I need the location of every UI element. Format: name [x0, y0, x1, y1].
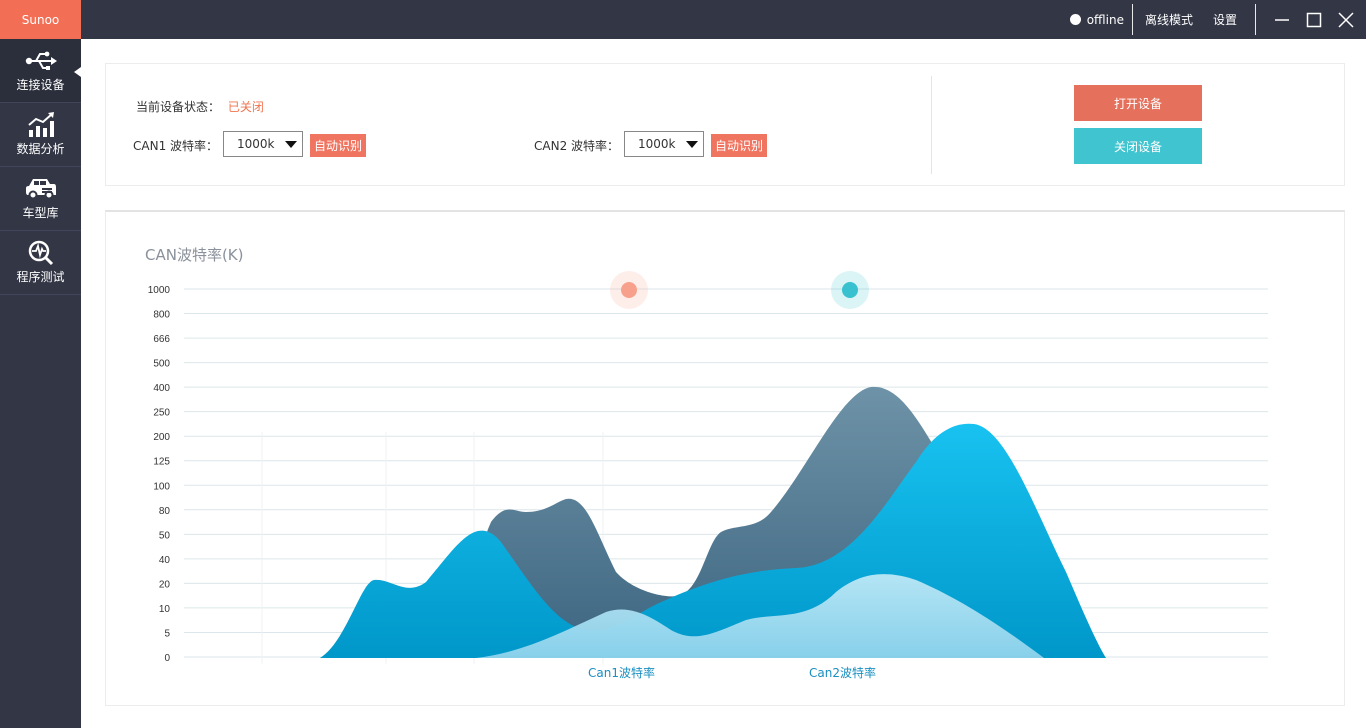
y-tick-label: 10 — [159, 604, 171, 615]
legend-dot-1[interactable] — [610, 271, 648, 309]
chevron-down-icon — [285, 141, 297, 148]
chart-panel: CAN波特率(K) 1000 800 666 500 400 250 200 125 100 80… — [105, 210, 1345, 706]
sidebar-item-program-test[interactable]: 程序测试 — [0, 231, 81, 295]
sidebar-item-connect-device[interactable]: 连接设备 — [0, 39, 81, 103]
open-device-button[interactable]: 打开设备 — [1074, 85, 1202, 121]
y-tick-label: 125 — [153, 457, 170, 468]
device-control-panel: 当前设备状态： 已关闭 CAN1 波特率： 1000k 自动识别 CAN2 波特… — [105, 63, 1345, 186]
series-area-light — [476, 574, 1044, 658]
status-dot-icon — [1069, 14, 1081, 25]
y-tick-label: 800 — [153, 310, 170, 321]
y-tick-label: 666 — [153, 334, 170, 345]
legend-dot-center — [621, 282, 637, 298]
maximize-button[interactable] — [1298, 0, 1330, 39]
can2-baud-select[interactable]: 1000k — [624, 131, 704, 157]
brand-logo: Sunoo — [0, 0, 81, 39]
chevron-down-icon — [686, 141, 698, 148]
y-tick-label: 80 — [159, 506, 171, 517]
sidebar-item-car-library[interactable]: 车型库 — [0, 167, 81, 231]
device-state-row: 当前设备状态： 已关闭 — [136, 98, 264, 115]
legend-label-can2[interactable]: Can2波特率 — [809, 666, 876, 680]
title-bar-controls: offline 离线模式 设置 — [1069, 0, 1366, 39]
y-tick-label: 20 — [159, 579, 171, 590]
y-tick-label: 50 — [159, 530, 171, 541]
connection-status: offline — [1069, 12, 1130, 27]
close-icon — [1338, 11, 1354, 28]
usb-icon — [25, 48, 57, 74]
y-tick-label: 200 — [153, 432, 170, 443]
y-tick-label: 250 — [153, 408, 170, 419]
title-divider-2 — [1255, 4, 1256, 35]
chart-title: CAN波特率(K) — [145, 246, 244, 264]
minimize-button[interactable] — [1266, 0, 1298, 39]
panel-divider — [931, 76, 932, 174]
settings-link[interactable]: 设置 — [1212, 13, 1237, 27]
can2-baud-label: CAN2 波特率： — [534, 139, 620, 153]
sidebar: 连接设备 数据分析 车型库 — [0, 39, 81, 728]
y-tick-label: 400 — [153, 383, 170, 394]
sidebar-item-label: 程序测试 — [16, 270, 65, 284]
sidebar-item-label: 车型库 — [22, 206, 59, 220]
can2-auto-detect-button[interactable]: 自动识别 — [711, 134, 768, 157]
y-tick-label: 1000 — [148, 285, 171, 296]
bar-chart-trend-icon — [27, 112, 55, 138]
device-state-label: 当前设备状态： — [136, 100, 221, 114]
maximize-icon — [1306, 12, 1322, 27]
magnifier-pulse-icon — [27, 240, 55, 266]
can1-baud-select[interactable]: 1000k — [223, 131, 303, 157]
sidebar-item-data-analysis[interactable]: 数据分析 — [0, 103, 81, 167]
can2-baud-value: 1000k — [638, 137, 676, 151]
y-tick-label: 40 — [159, 555, 171, 566]
y-tick-label: 5 — [164, 628, 170, 639]
chart-legend — [610, 271, 869, 309]
car-icon — [25, 176, 57, 202]
can1-auto-detect-button[interactable]: 自动识别 — [310, 134, 367, 157]
y-tick-label: 100 — [153, 481, 170, 492]
y-tick-label: 500 — [153, 359, 170, 370]
minimize-icon — [1275, 18, 1289, 21]
y-tick-label: 0 — [164, 653, 170, 664]
close-device-button[interactable]: 关闭设备 — [1074, 128, 1202, 164]
title-divider — [1131, 4, 1133, 35]
legend-dot-2[interactable] — [831, 271, 869, 309]
legend-label-can1[interactable]: Can1波特率 — [588, 666, 655, 680]
legend-dot-center — [842, 282, 858, 298]
sidebar-item-label: 连接设备 — [16, 78, 65, 92]
offline-mode-link[interactable]: 离线模式 — [1144, 13, 1193, 27]
status-text: offline — [1086, 12, 1124, 27]
sidebar-item-label: 数据分析 — [16, 142, 65, 156]
title-bar: Sunoo offline 离线模式 设置 — [0, 0, 1366, 39]
can1-baud-label: CAN1 波特率： — [133, 139, 219, 153]
close-window-button[interactable] — [1330, 0, 1362, 39]
device-state-value: 已关闭 — [227, 100, 264, 114]
can1-baud-value: 1000k — [237, 137, 275, 151]
